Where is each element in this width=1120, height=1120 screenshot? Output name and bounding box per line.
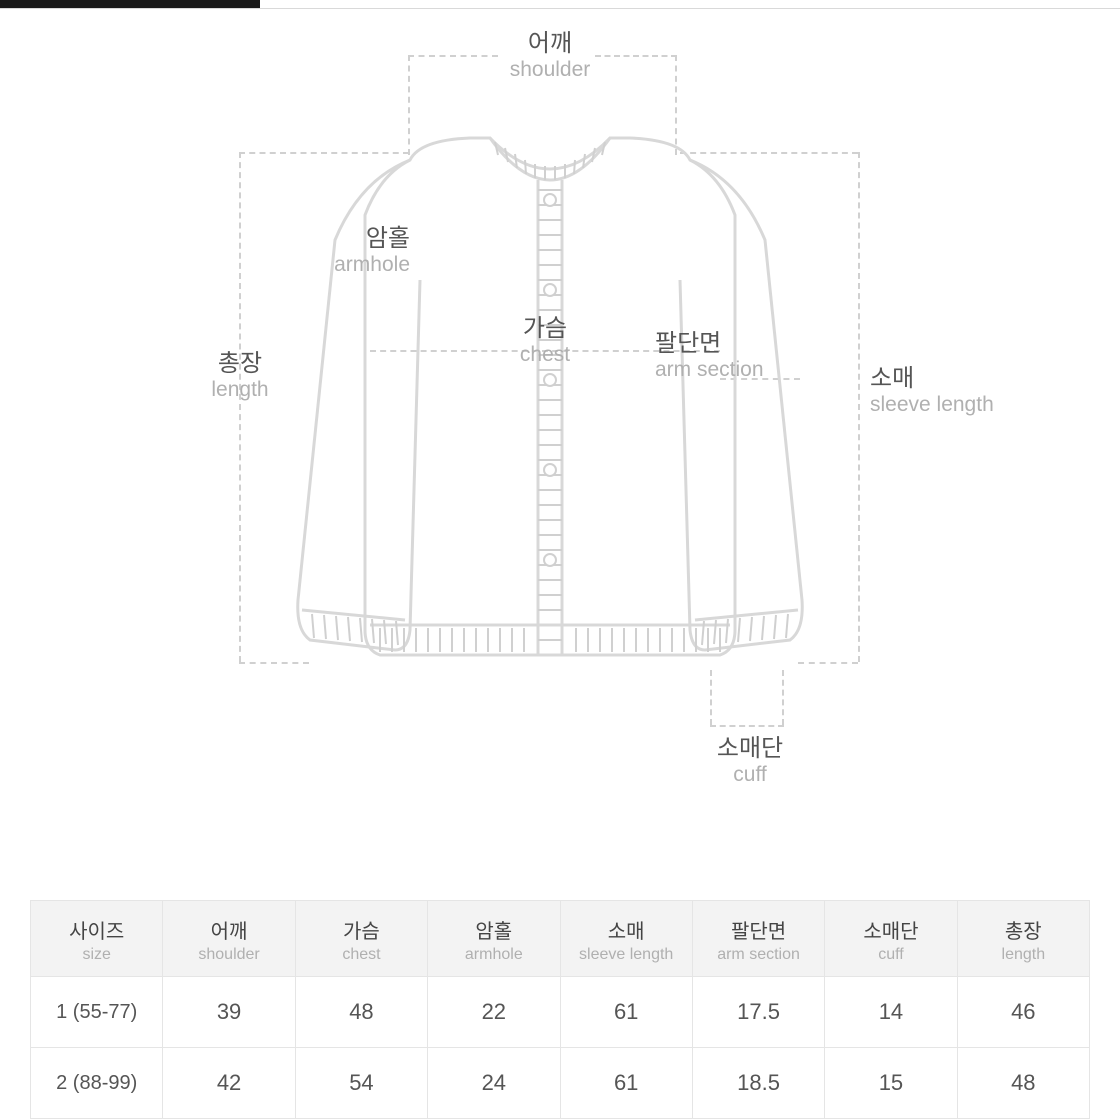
col-cuff: 소매단cuff [825, 901, 957, 977]
col-size: 사이즈size [31, 901, 163, 977]
label-sleeve-length: 소매 sleeve length [870, 365, 1050, 417]
label-length: 총장 length [190, 350, 290, 402]
label-shoulder: 어깨 shoulder [500, 30, 600, 82]
cardigan-outline [290, 130, 810, 670]
label-arm-section: 팔단면 arm section [655, 330, 815, 382]
col-sleeve: 소매sleeve length [560, 901, 692, 977]
label-chest: 가슴 chest [500, 315, 590, 367]
col-shoulder: 어깨shoulder [163, 901, 295, 977]
label-cuff: 소매단 cuff [690, 735, 810, 787]
table-row: 1 (55-77)39 4822 6117.5 1446 [31, 977, 1090, 1048]
col-arm-section: 팔단면arm section [692, 901, 824, 977]
top-divider [0, 8, 1120, 9]
col-chest: 가슴chest [295, 901, 427, 977]
col-armhole: 암홀armhole [428, 901, 560, 977]
col-length: 총장length [957, 901, 1089, 977]
top-accent-bar [0, 0, 260, 8]
table-header-row: 사이즈size 어깨shoulder 가슴chest 암홀armhole 소매s… [31, 901, 1090, 977]
size-table: 사이즈size 어깨shoulder 가슴chest 암홀armhole 소매s… [30, 900, 1090, 1119]
label-armhole: 암홀 armhole [300, 225, 410, 277]
table-row: 2 (88-99)42 5424 6118.5 1548 [31, 1048, 1090, 1119]
garment-diagram: 어깨 shoulder 암홀 armhole 가슴 chest 팔단면 arm … [0, 30, 1120, 790]
